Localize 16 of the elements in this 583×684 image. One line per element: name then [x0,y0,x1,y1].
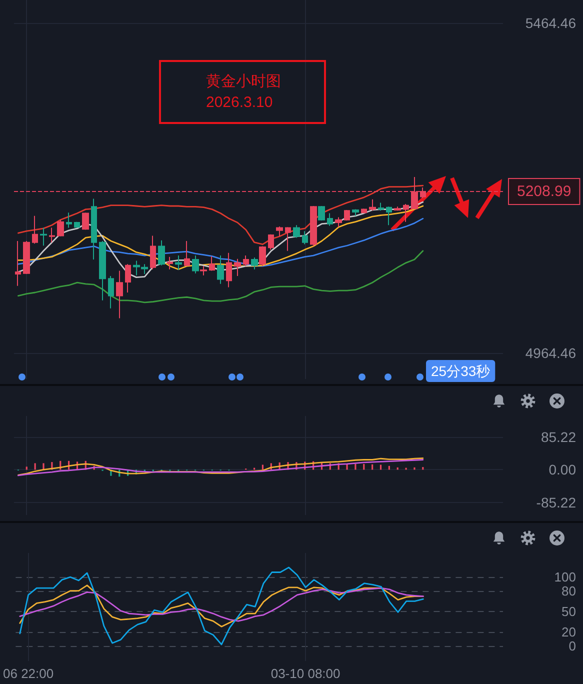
text: 黄金小时图 [206,73,281,90]
ref-line-label: 5208.99 [517,182,572,200]
y-tick-label: 50 [562,604,576,619]
text: 2026.3.10 [206,94,273,111]
y-tick-label: 0 [568,638,576,654]
y-tick-label: 80 [562,583,576,598]
y-tick-label: 85.22 [540,429,576,446]
text: 25分33秒 [431,363,490,379]
x-tick-label: 06 22:00 [2,666,54,681]
y-tick-label: 4964.46 [525,344,576,361]
x-tick-label: 03-10 08:00 [270,666,340,681]
y-tick-label: -85.22 [536,494,576,510]
y-tick-label: 100 [554,570,576,585]
y-tick-label: 5464.46 [525,14,576,31]
y-tick-label: 20 [562,624,576,640]
y-tick-label: 0.00 [548,462,576,478]
